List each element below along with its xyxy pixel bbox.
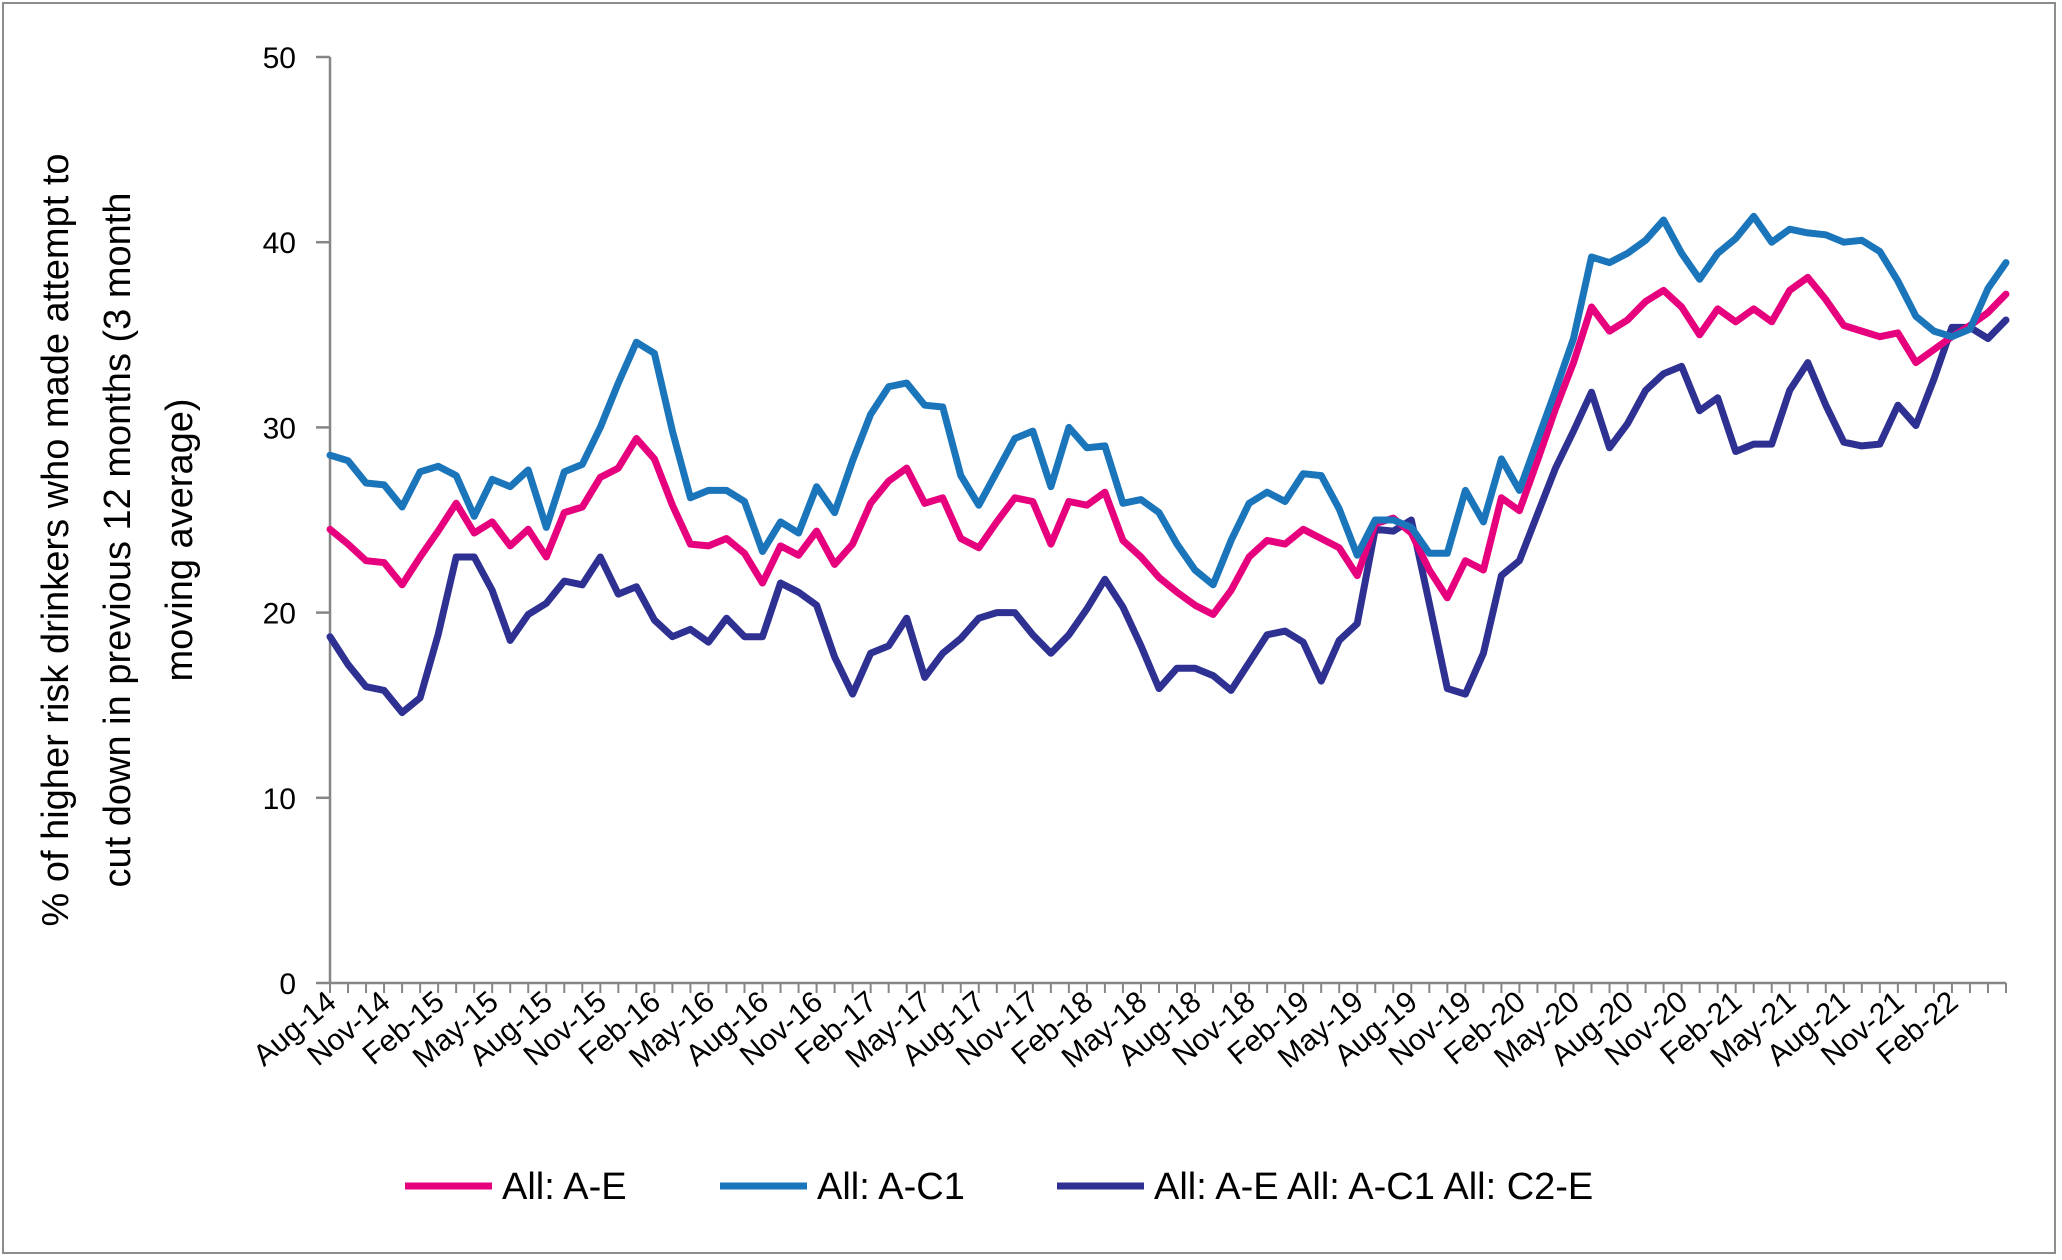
series-line-1 [326,212,2010,589]
y-tick-label-40: 40 [263,227,296,260]
y-tick-label-20: 20 [263,598,296,631]
y-axis-title-line-3: moving average) [159,398,201,681]
legend: All: A-E All: A-C1 All: A-E All: A-C1 Al… [405,1166,1593,1208]
y-tick-label-0: 0 [279,968,296,1001]
y-axis-title-line-1: % of higher risk drinkers who made attem… [35,153,77,926]
legend-label-all-a-c1: All: A-C1 [817,1166,965,1208]
y-tick-label-50: 50 [263,42,296,75]
series-line-2 [326,316,2010,717]
series-layer [326,212,2010,717]
y-axis-title-line-2: cut down in previous 12 months (3 month [97,193,139,888]
y-tick-label-30: 30 [263,412,296,445]
legend-label-all-c2-e: All: A-E All: A-C1 All: C2-E [1154,1166,1593,1208]
series-line-0 [326,273,2010,618]
legend-label-all-a-e: All: A-E [502,1166,627,1208]
y-tick-label-10: 10 [263,783,296,816]
axes: 01020304050Aug-14Nov-14Feb-15May-15Aug-1… [247,42,2007,1075]
